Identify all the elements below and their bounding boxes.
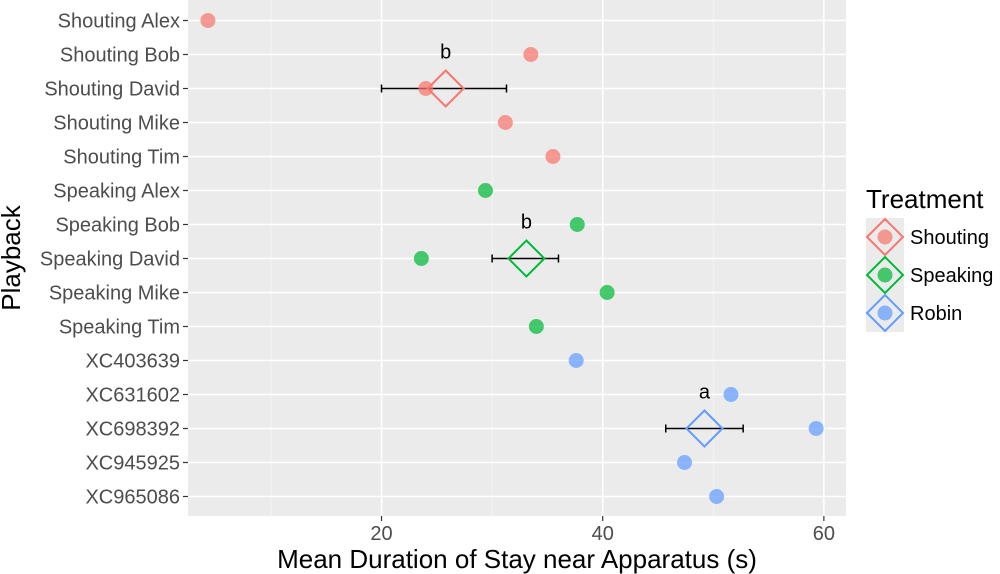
data-point-speaking bbox=[477, 183, 493, 198]
y-tick-label: Shouting Alex bbox=[58, 11, 180, 33]
legend-key-point bbox=[877, 267, 893, 283]
legend-key-point bbox=[877, 229, 893, 245]
data-point-robin bbox=[709, 489, 725, 504]
x-tick-labels: 20 40 60 bbox=[370, 516, 835, 545]
mean-marker-speaking bbox=[506, 239, 546, 278]
y-tick-label: Speaking Tim bbox=[59, 317, 180, 339]
legend-key-diamond bbox=[865, 217, 905, 257]
y-tick-label: XC403639 bbox=[85, 351, 180, 373]
y-tick-label: XC698392 bbox=[85, 419, 180, 441]
legend-key-point bbox=[877, 305, 893, 321]
legend-label: Speaking bbox=[910, 265, 993, 287]
data-point-speaking bbox=[413, 251, 429, 266]
y-tick-label: Speaking Alex bbox=[53, 181, 180, 203]
legend-label: Shouting bbox=[910, 227, 989, 249]
error-bar-layer bbox=[380, 84, 744, 433]
legend: Treatment Shouting Speaking Robin bbox=[865, 184, 993, 333]
mean-marker-layer bbox=[426, 69, 724, 448]
y-tick-label: Shouting Tim bbox=[63, 147, 180, 169]
legend-items: Shouting Speaking Robin bbox=[865, 217, 993, 333]
y-tick-label: XC631602 bbox=[85, 385, 180, 407]
y-tick-label: Speaking David bbox=[40, 249, 180, 271]
significance-letter: b bbox=[521, 212, 532, 234]
data-point-robin bbox=[568, 353, 584, 368]
y-tick-label: XC945925 bbox=[85, 453, 180, 475]
data-point-speaking bbox=[599, 285, 615, 300]
significance-letter: a bbox=[699, 382, 711, 404]
y-tick-label: Shouting Mike bbox=[53, 113, 180, 135]
data-point-robin bbox=[677, 455, 693, 470]
x-tick-label: 20 bbox=[370, 523, 392, 545]
data-point-shouting bbox=[523, 47, 539, 62]
data-point-robin bbox=[808, 421, 824, 436]
data-point-speaking bbox=[528, 319, 544, 334]
y-tick-label: Shouting David bbox=[44, 79, 180, 101]
data-point-shouting bbox=[418, 81, 434, 96]
y-tick-label: Shouting Bob bbox=[60, 45, 180, 67]
legend-key-diamond bbox=[865, 255, 905, 295]
x-tick-label: 60 bbox=[813, 523, 835, 545]
x-tick-label: 40 bbox=[592, 523, 614, 545]
data-point-shouting bbox=[497, 115, 513, 130]
legend-title: Treatment bbox=[866, 184, 984, 214]
data-point-robin bbox=[723, 387, 739, 402]
y-tick-label: Speaking Mike bbox=[49, 283, 180, 305]
significance-letter-layer: b b a bbox=[440, 42, 711, 404]
x-axis-title: Mean Duration of Stay near Apparatus (s) bbox=[277, 544, 757, 574]
y-tick-labels: Shouting Alex Shouting Bob Shouting David S… bbox=[40, 11, 188, 509]
y-tick-label: XC965086 bbox=[85, 487, 180, 509]
legend-key-diamond bbox=[865, 293, 905, 333]
data-point-shouting bbox=[545, 149, 561, 164]
points-layer bbox=[200, 13, 824, 504]
mean-marker-shouting bbox=[426, 69, 466, 108]
mean-marker-robin bbox=[685, 409, 724, 448]
legend-label: Robin bbox=[910, 303, 962, 325]
significance-letter: b bbox=[440, 42, 451, 64]
data-point-shouting bbox=[200, 13, 216, 28]
data-point-speaking bbox=[569, 217, 585, 232]
y-tick-label: Speaking Bob bbox=[55, 215, 180, 237]
y-axis-title: Playback bbox=[0, 204, 26, 310]
